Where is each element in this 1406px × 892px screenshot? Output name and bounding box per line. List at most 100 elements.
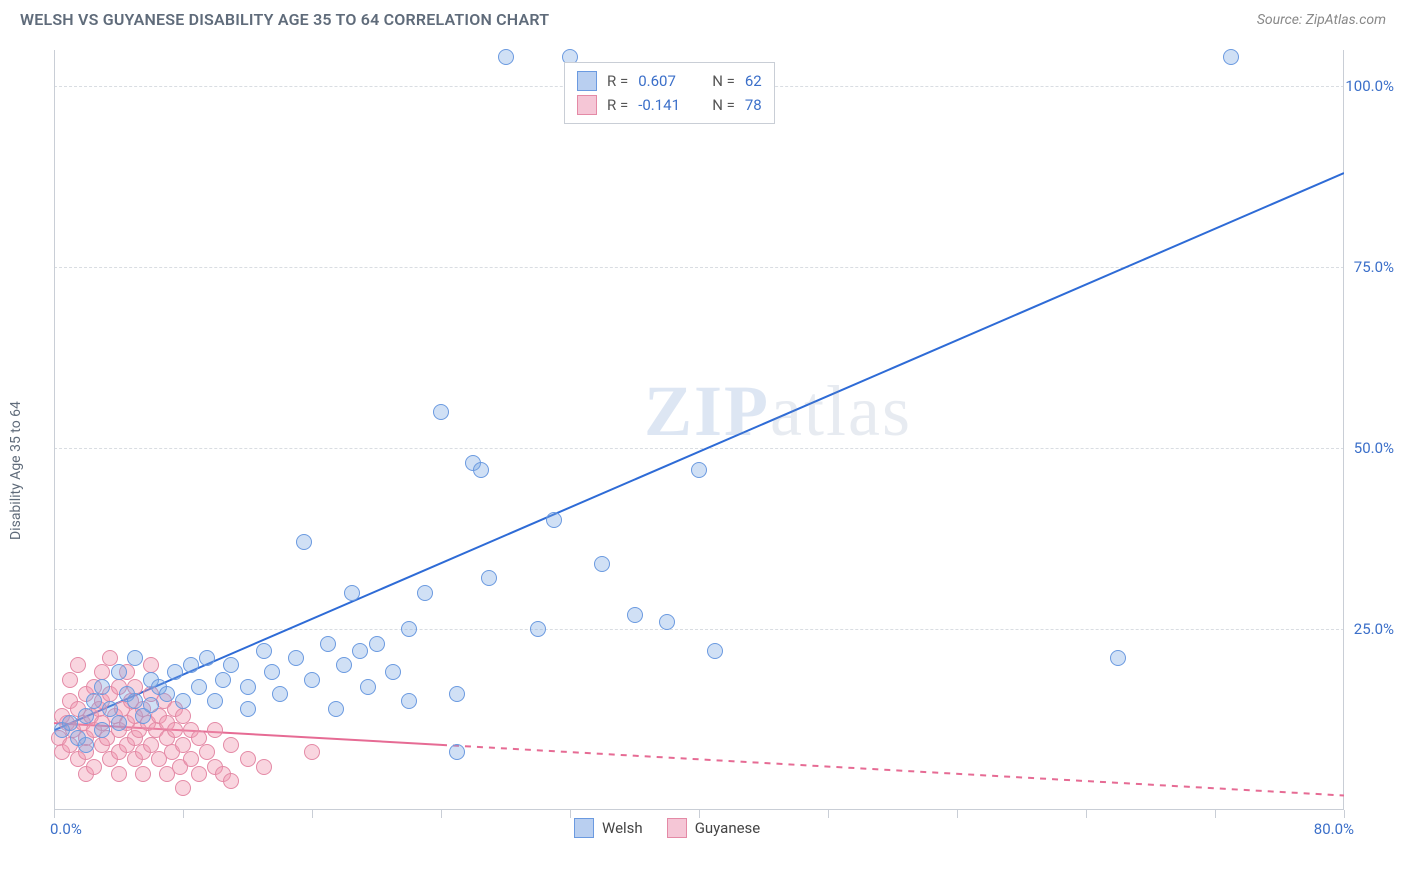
data-point-welsh bbox=[223, 657, 239, 673]
chart-plot-area: 25.0%50.0%75.0%100.0% ZIPatlas R = 0.607… bbox=[54, 50, 1344, 810]
data-point-welsh bbox=[256, 643, 272, 659]
data-point-guyanese bbox=[86, 759, 102, 775]
source-credit: Source: ZipAtlas.com bbox=[1257, 12, 1386, 28]
x-tick bbox=[699, 810, 700, 818]
data-point-guyanese bbox=[191, 766, 207, 782]
y-tick-label: 50.0% bbox=[1354, 439, 1394, 457]
data-point-welsh bbox=[320, 636, 336, 652]
data-point-welsh bbox=[175, 693, 191, 709]
y-axis-title: Disability Age 35 to 64 bbox=[8, 401, 24, 540]
legend-r-label: R = bbox=[607, 69, 628, 93]
x-tick bbox=[1344, 810, 1345, 818]
legend-row-guyanese: R = -0.141N = 78 bbox=[577, 93, 762, 117]
gridline bbox=[54, 448, 1344, 449]
data-point-welsh bbox=[473, 462, 489, 478]
data-point-welsh bbox=[167, 664, 183, 680]
legend-swatch-welsh bbox=[577, 71, 597, 91]
data-point-guyanese bbox=[223, 737, 239, 753]
y-tick-label: 75.0% bbox=[1354, 258, 1394, 276]
data-point-welsh bbox=[78, 737, 94, 753]
data-point-welsh bbox=[401, 621, 417, 637]
x-axis-max-label: 80.0% bbox=[1314, 820, 1354, 838]
data-point-welsh bbox=[369, 636, 385, 652]
data-point-welsh bbox=[336, 657, 352, 673]
data-point-welsh bbox=[102, 701, 118, 717]
data-point-welsh bbox=[94, 722, 110, 738]
y-tick-label: 25.0% bbox=[1354, 620, 1394, 638]
y-axis-line-right bbox=[1343, 50, 1344, 810]
data-point-welsh bbox=[352, 643, 368, 659]
data-point-welsh bbox=[530, 621, 546, 637]
data-point-guyanese bbox=[256, 759, 272, 775]
legend-r-value: -0.141 bbox=[638, 93, 692, 117]
legend-row-welsh: R = 0.607N = 62 bbox=[577, 69, 762, 93]
data-point-welsh bbox=[199, 650, 215, 666]
legend-swatch-welsh bbox=[574, 818, 594, 838]
data-point-guyanese bbox=[223, 773, 239, 789]
chart-header: WELSH VS GUYANESE DISABILITY AGE 35 TO 6… bbox=[0, 0, 1406, 35]
x-tick bbox=[828, 810, 829, 818]
scatter-plot: 25.0%50.0%75.0%100.0% bbox=[54, 50, 1344, 810]
data-point-welsh bbox=[401, 693, 417, 709]
data-point-welsh bbox=[143, 697, 159, 713]
series-legend: Welsh Guyanese bbox=[574, 818, 760, 838]
data-point-guyanese bbox=[240, 751, 256, 767]
data-point-welsh bbox=[659, 614, 675, 630]
data-point-guyanese bbox=[62, 672, 78, 688]
data-point-guyanese bbox=[167, 722, 183, 738]
data-point-welsh bbox=[272, 686, 288, 702]
data-point-welsh bbox=[264, 664, 280, 680]
legend-n-value: 78 bbox=[745, 93, 762, 117]
gridline bbox=[54, 629, 1344, 630]
data-point-welsh bbox=[288, 650, 304, 666]
x-tick bbox=[183, 810, 184, 818]
data-point-welsh bbox=[296, 534, 312, 550]
data-point-welsh bbox=[1110, 650, 1126, 666]
data-point-guyanese bbox=[143, 737, 159, 753]
data-point-welsh bbox=[111, 664, 127, 680]
data-point-guyanese bbox=[183, 751, 199, 767]
data-point-welsh bbox=[328, 701, 344, 717]
gridline bbox=[54, 267, 1344, 268]
data-point-welsh bbox=[707, 643, 723, 659]
data-point-welsh bbox=[498, 49, 514, 65]
data-point-guyanese bbox=[135, 766, 151, 782]
data-point-welsh bbox=[627, 607, 643, 623]
data-point-welsh bbox=[594, 556, 610, 572]
data-point-welsh bbox=[304, 672, 320, 688]
legend-swatch-guyanese bbox=[577, 95, 597, 115]
data-point-guyanese bbox=[102, 650, 118, 666]
data-point-welsh bbox=[360, 679, 376, 695]
chart-title: WELSH VS GUYANESE DISABILITY AGE 35 TO 6… bbox=[20, 10, 549, 29]
data-point-welsh bbox=[1223, 49, 1239, 65]
data-point-guyanese bbox=[175, 780, 191, 796]
data-point-welsh bbox=[127, 650, 143, 666]
data-point-welsh bbox=[78, 708, 94, 724]
legend-swatch-guyanese bbox=[667, 818, 687, 838]
series-legend-item-welsh: Welsh bbox=[574, 818, 643, 838]
series-legend-label: Guyanese bbox=[695, 819, 761, 837]
data-point-welsh bbox=[183, 657, 199, 673]
data-point-welsh bbox=[86, 693, 102, 709]
data-point-guyanese bbox=[175, 737, 191, 753]
data-point-welsh bbox=[691, 462, 707, 478]
data-point-welsh bbox=[240, 679, 256, 695]
data-point-welsh bbox=[481, 570, 497, 586]
data-point-guyanese bbox=[207, 722, 223, 738]
x-tick bbox=[570, 810, 571, 818]
x-tick bbox=[957, 810, 958, 818]
data-point-guyanese bbox=[175, 708, 191, 724]
data-point-guyanese bbox=[304, 744, 320, 760]
data-point-welsh bbox=[127, 693, 143, 709]
x-axis-min-label: 0.0% bbox=[50, 820, 82, 838]
data-point-welsh bbox=[417, 585, 433, 601]
data-point-welsh bbox=[159, 686, 175, 702]
data-point-welsh bbox=[546, 512, 562, 528]
x-tick bbox=[1086, 810, 1087, 818]
x-tick bbox=[1215, 810, 1216, 818]
data-point-welsh bbox=[385, 664, 401, 680]
data-point-welsh bbox=[240, 701, 256, 717]
trend-lines bbox=[54, 50, 1344, 810]
data-point-welsh bbox=[191, 679, 207, 695]
series-legend-label: Welsh bbox=[602, 819, 643, 837]
